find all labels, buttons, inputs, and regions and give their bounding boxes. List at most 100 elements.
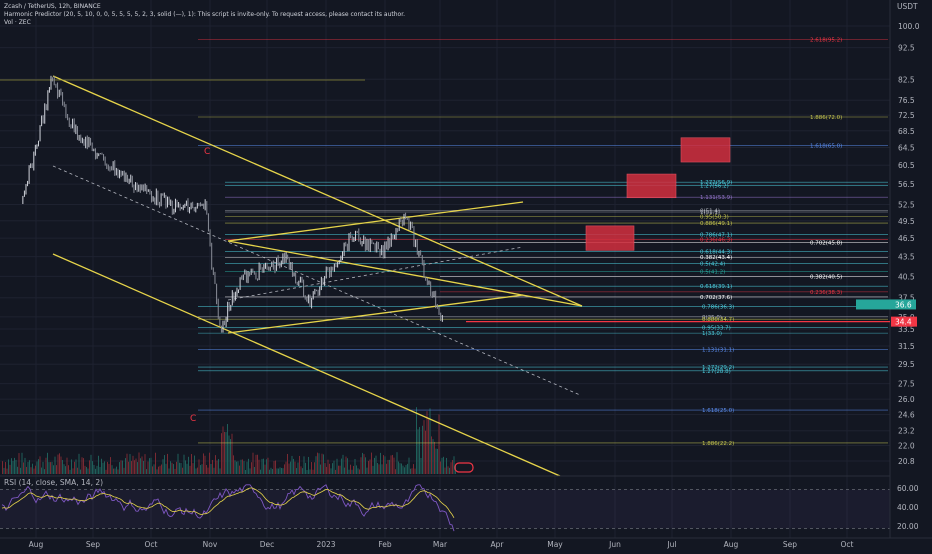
volume-bar	[23, 462, 24, 474]
price-tick-label: 68.5	[898, 127, 915, 136]
volume-bar	[434, 441, 435, 474]
volume-bar	[50, 462, 51, 474]
fib-label: 1.272(29.2)	[702, 365, 734, 371]
rsi-sma-line	[1, 487, 455, 519]
volume-bars	[2, 407, 456, 474]
volume-bar	[338, 465, 339, 474]
volume-bar	[300, 466, 302, 474]
volume-bar	[305, 462, 306, 474]
volume-bar	[257, 454, 258, 474]
volume-bar	[332, 463, 333, 474]
volume-bar	[368, 460, 369, 474]
price-tick-label: 49.5	[898, 217, 915, 226]
volume-bar	[158, 466, 159, 474]
volume-bar	[447, 466, 449, 474]
volume-bar	[59, 453, 60, 474]
volume-bar	[120, 460, 122, 474]
volume-bar	[143, 460, 144, 474]
volume-bar	[194, 455, 195, 474]
volume-bar	[42, 461, 44, 474]
volume-bar	[102, 462, 104, 474]
volume-bar	[431, 436, 432, 474]
volume-bar	[417, 429, 419, 474]
time-tick-label: Oct	[841, 540, 854, 549]
volume-bar	[398, 461, 399, 474]
volume-bar	[420, 457, 422, 474]
price-tick-label: 40.5	[898, 272, 915, 281]
volume-bar	[371, 452, 372, 474]
fib-label: 1.886(72.0)	[810, 115, 842, 121]
volume-bar	[111, 465, 113, 474]
fib-label: 0.886(34.7)	[702, 317, 734, 323]
volume-bar	[275, 460, 276, 474]
volume-bar	[285, 461, 287, 474]
volume-bar	[408, 457, 410, 474]
volume-bar	[135, 458, 137, 474]
volume-bar	[65, 466, 66, 474]
fib-label: 1.618(25.0)	[702, 408, 734, 414]
time-axis: Aug Sep Oct Nov Dec 2023 Feb Mar Apr May Jun Jul Aug…	[0, 537, 932, 549]
fib-label: 0(35.0)	[702, 315, 722, 321]
time-tick-label: Aug	[29, 540, 44, 549]
time-tick-label: May	[547, 540, 563, 549]
volume-bar	[327, 459, 329, 474]
price-tick-label: 52.5	[898, 201, 915, 210]
volume-bar	[444, 467, 446, 474]
volume-bar	[33, 468, 35, 474]
volume-bar	[38, 459, 39, 474]
volume-bar	[384, 456, 386, 474]
volume-bar	[432, 439, 434, 474]
volume-bar	[320, 464, 321, 474]
volume-bar	[296, 468, 297, 474]
fib-label: 0.618(44.3)	[700, 250, 732, 256]
volume-bar	[11, 458, 12, 474]
volume-bar	[294, 461, 296, 474]
volume-bar	[335, 469, 336, 474]
volume-bar	[9, 464, 11, 474]
volume-bar	[438, 414, 440, 474]
fib-label: 2.618(95.2)	[810, 38, 842, 44]
volume-bar	[452, 460, 453, 474]
time-tick-label: 2023	[316, 540, 335, 549]
volume-bar	[152, 466, 153, 474]
volume-bar	[401, 463, 402, 474]
volume-bar	[266, 459, 267, 474]
volume-bar	[177, 453, 179, 474]
volume-bar	[311, 462, 312, 474]
current-price-tag	[891, 316, 917, 327]
volume-bar	[363, 454, 365, 474]
price-tick-label: 33.5	[898, 325, 915, 334]
volume-bar	[308, 456, 309, 474]
volume-bar	[272, 468, 273, 474]
volume-bar	[125, 458, 126, 474]
volume-bar	[201, 464, 203, 474]
dashed-trend	[227, 246, 524, 301]
volume-bar	[362, 452, 363, 474]
volume-bar	[131, 461, 132, 474]
volume-bar	[227, 424, 228, 474]
volume-bar	[389, 459, 390, 474]
volume-bar	[225, 432, 227, 474]
volume-bar	[423, 420, 425, 474]
current-price-text: 34.4	[895, 318, 912, 327]
volume-bar	[150, 457, 152, 474]
volume-bar	[375, 455, 377, 474]
volume-bar	[84, 465, 86, 474]
target-box	[585, 225, 635, 251]
volume-bar	[378, 464, 380, 474]
price-tick-label: 60.5	[898, 161, 915, 170]
volume-bar	[197, 467, 198, 474]
target-box	[680, 137, 731, 163]
volume-bar	[206, 465, 207, 474]
volume-bar	[156, 469, 158, 474]
price-tick-label: 43.5	[898, 253, 915, 262]
volume-bar	[387, 459, 389, 474]
volume-bar	[269, 469, 270, 474]
volume-bar	[312, 469, 314, 474]
volume-bar	[213, 467, 215, 474]
volume-bar	[410, 468, 411, 474]
volume-bar	[443, 456, 444, 474]
volume-bar	[354, 459, 356, 474]
